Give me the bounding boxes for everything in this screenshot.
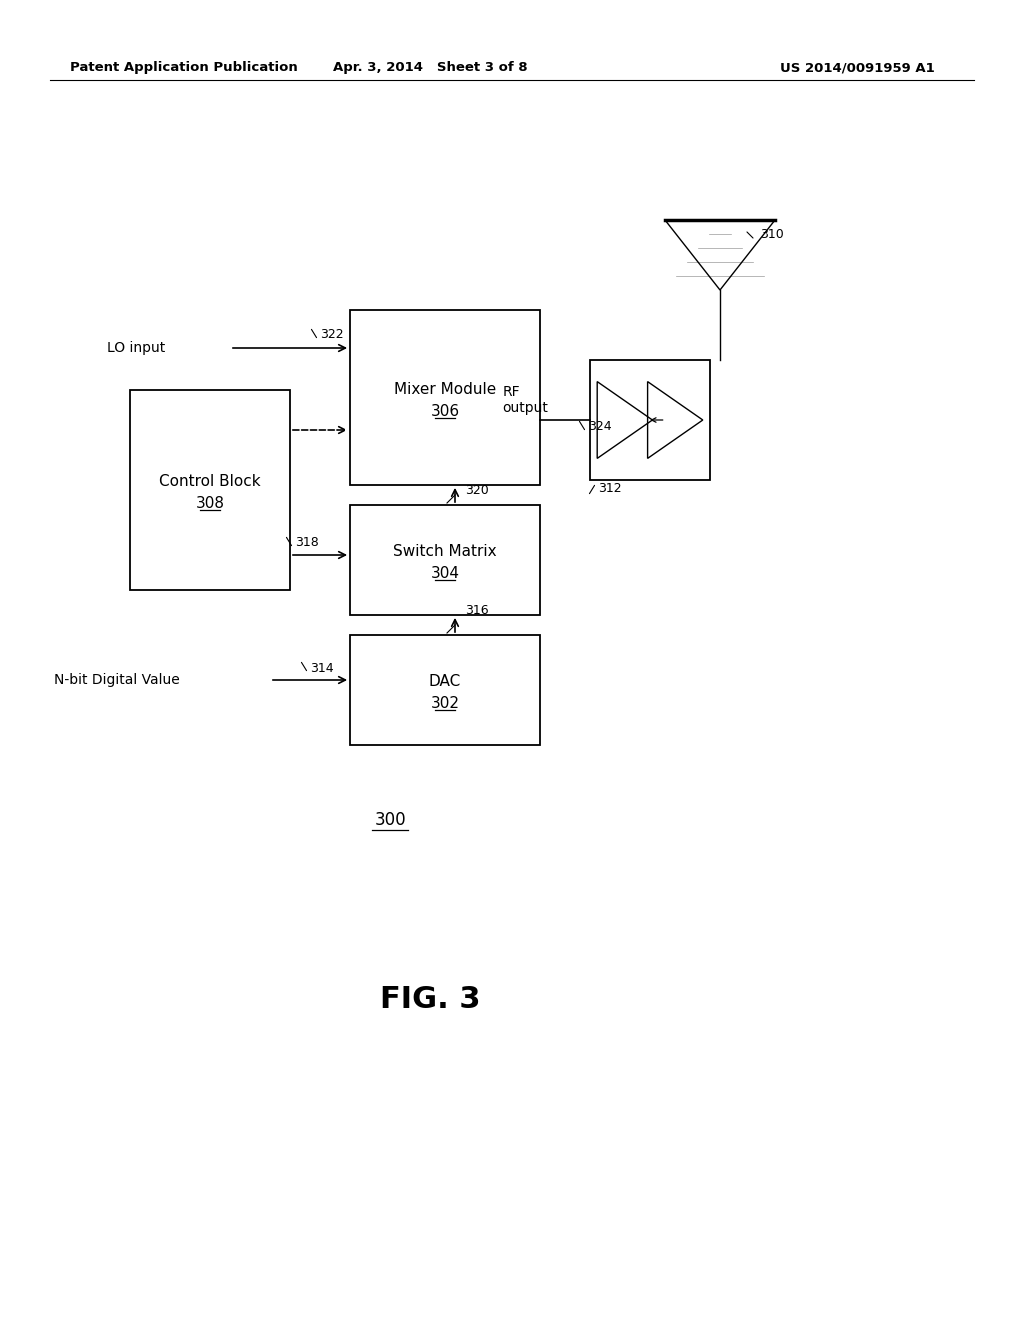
Text: Apr. 3, 2014   Sheet 3 of 8: Apr. 3, 2014 Sheet 3 of 8	[333, 62, 527, 74]
Bar	[350, 635, 540, 744]
Text: 318: 318	[295, 536, 318, 549]
Text: Switch Matrix: Switch Matrix	[393, 544, 497, 560]
Text: 308: 308	[196, 496, 224, 511]
Bar	[130, 389, 290, 590]
Text: Patent Application Publication: Patent Application Publication	[70, 62, 298, 74]
Text: 316: 316	[465, 603, 488, 616]
Text: 302: 302	[430, 697, 460, 711]
Text: 304: 304	[430, 566, 460, 582]
Text: 306: 306	[430, 404, 460, 418]
Text: 320: 320	[465, 483, 488, 496]
Bar	[350, 310, 540, 484]
Text: 324: 324	[588, 421, 611, 433]
Text: RF
output: RF output	[502, 385, 548, 414]
Bar	[590, 360, 710, 480]
Text: FIG. 3: FIG. 3	[380, 986, 480, 1015]
Text: US 2014/0091959 A1: US 2014/0091959 A1	[780, 62, 935, 74]
Text: 312: 312	[598, 482, 622, 495]
Text: 322: 322	[319, 329, 344, 342]
Text: 314: 314	[310, 661, 334, 675]
Text: Mixer Module: Mixer Module	[394, 381, 496, 397]
Text: LO input: LO input	[106, 341, 165, 355]
Text: N-bit Digital Value: N-bit Digital Value	[54, 673, 180, 686]
Text: 300: 300	[374, 810, 406, 829]
Text: Control Block: Control Block	[159, 474, 261, 490]
Bar	[350, 506, 540, 615]
Text: 310: 310	[760, 228, 783, 242]
Text: DAC: DAC	[429, 675, 461, 689]
